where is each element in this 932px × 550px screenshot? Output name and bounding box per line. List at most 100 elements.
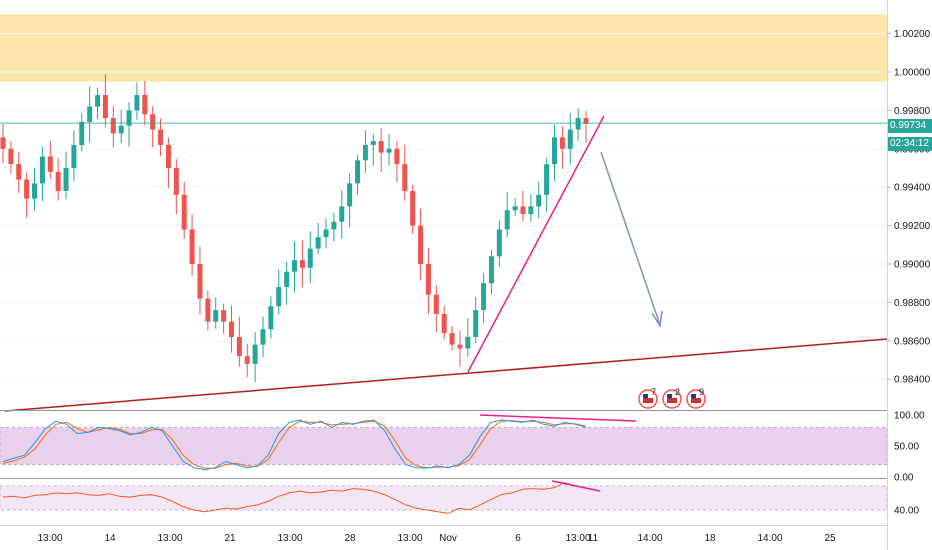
short-support-trendline[interactable]: [467, 115, 605, 373]
rsi-line-path: [2, 482, 587, 514]
candle-body: [504, 210, 510, 230]
candle-body: [323, 229, 329, 238]
candle-body: [544, 164, 550, 195]
event-badge-count: 9: [699, 387, 704, 397]
candle-body: [268, 306, 274, 330]
candle-body: [433, 294, 439, 314]
time-tick-label: 11: [588, 533, 599, 544]
candle-body: [386, 148, 392, 153]
us-flag-canton: [667, 394, 672, 398]
time-tick-label: 14:00: [637, 533, 662, 544]
stochastic-lines: [2, 419, 587, 471]
stochastic-divergence-line[interactable]: [479, 414, 637, 422]
current-price-label: 0.99734: [888, 119, 932, 133]
candle-body: [339, 206, 345, 222]
stochastic-d-line: [2, 420, 587, 469]
rsi-band: [0, 485, 888, 511]
price-tick-label: 0.98400: [894, 375, 931, 386]
time-tick-label: 18: [704, 533, 716, 544]
candle-body: [189, 229, 195, 264]
supply-zone: [0, 14, 887, 82]
candle-body: [118, 125, 124, 134]
candle-body: [165, 144, 171, 168]
candle-body: [362, 144, 368, 161]
time-tick-label: 25: [824, 533, 836, 544]
candles-series: [0, 74, 589, 383]
candle-body: [197, 264, 203, 299]
candle-body: [355, 160, 361, 184]
stochastic-axis[interactable]: 100.00 50.00 0.00: [894, 411, 925, 484]
us-flag-canton: [643, 394, 648, 398]
time-tick-label: 21: [224, 533, 236, 544]
candle-body: [299, 260, 305, 268]
candle-body: [95, 95, 101, 107]
candle-body: [252, 344, 258, 364]
candle-body: [425, 264, 431, 295]
candle-body: [158, 129, 164, 145]
price-tick-label: 0.98600: [894, 336, 931, 347]
time-tick-label: 14:00: [757, 533, 782, 544]
candle-body: [567, 129, 573, 149]
candle-body: [205, 298, 211, 322]
candle-body: [457, 344, 463, 349]
us-flag-stripe: [691, 398, 701, 403]
candle-body: [583, 118, 589, 124]
arrow-head: [651, 310, 663, 329]
candle-body: [394, 148, 400, 165]
rsi-tick-label: 40.00: [894, 506, 919, 517]
candle-body: [347, 183, 353, 207]
candle-body: [63, 168, 69, 192]
candle-body: [0, 137, 6, 149]
candle-body: [244, 356, 250, 364]
ascending-trendline[interactable]: [4, 338, 888, 412]
stochastic-tick-label: 0.00: [894, 473, 914, 484]
stochastic-band: [0, 426, 888, 466]
candle-body: [24, 179, 30, 199]
candle-body: [142, 95, 148, 115]
candle-body: [473, 310, 479, 337]
event-badges[interactable]: 7 2 9: [638, 387, 706, 409]
candle-body: [441, 313, 447, 334]
event-badge-count: 2: [675, 387, 680, 397]
candle-body: [260, 329, 266, 345]
candle-body: [559, 137, 565, 149]
rsi-divergence-line[interactable]: [551, 480, 601, 492]
time-tick-label: 13:00: [277, 533, 302, 544]
price-tick-label: 1.00000: [894, 68, 931, 79]
time-tick-label: 6: [515, 533, 521, 544]
candle-body: [512, 206, 518, 211]
candle-body: [528, 206, 534, 215]
candle-body: [47, 156, 53, 172]
candle-body: [410, 191, 416, 226]
time-tick-label: Nov: [439, 533, 457, 544]
candle-body: [236, 336, 242, 357]
candle-body: [126, 110, 132, 126]
candle-body: [370, 141, 376, 145]
price-axis[interactable]: 1.002001.000000.998000.996000.994000.992…: [887, 29, 931, 386]
candle-body: [221, 310, 227, 322]
candle-body: [551, 137, 557, 165]
candle-body: [79, 121, 85, 145]
price-tick-label: 0.99200: [894, 221, 931, 232]
projection-arrow[interactable]: [600, 151, 663, 329]
candle-body: [284, 271, 290, 288]
candle-body: [87, 106, 93, 122]
candle-body: [134, 95, 140, 111]
candle-body: [496, 229, 502, 257]
candle-body: [110, 118, 116, 134]
us-flag-stripe: [643, 398, 653, 403]
candle-body: [55, 171, 61, 192]
main-pane: 7 2 9: [0, 14, 888, 412]
candle-body: [402, 164, 408, 192]
main-gridlines: [0, 33, 887, 380]
time-tick-label: 14: [104, 533, 116, 544]
candle-body: [292, 260, 297, 272]
candle-body: [418, 225, 424, 264]
stochastic-tick-label: 100.00: [894, 411, 925, 422]
time-tick-label: 13:00: [397, 533, 422, 544]
price-tick-label: 0.99800: [894, 106, 931, 117]
candle-body: [481, 283, 487, 311]
rsi-axis[interactable]: 40.00: [894, 506, 919, 517]
